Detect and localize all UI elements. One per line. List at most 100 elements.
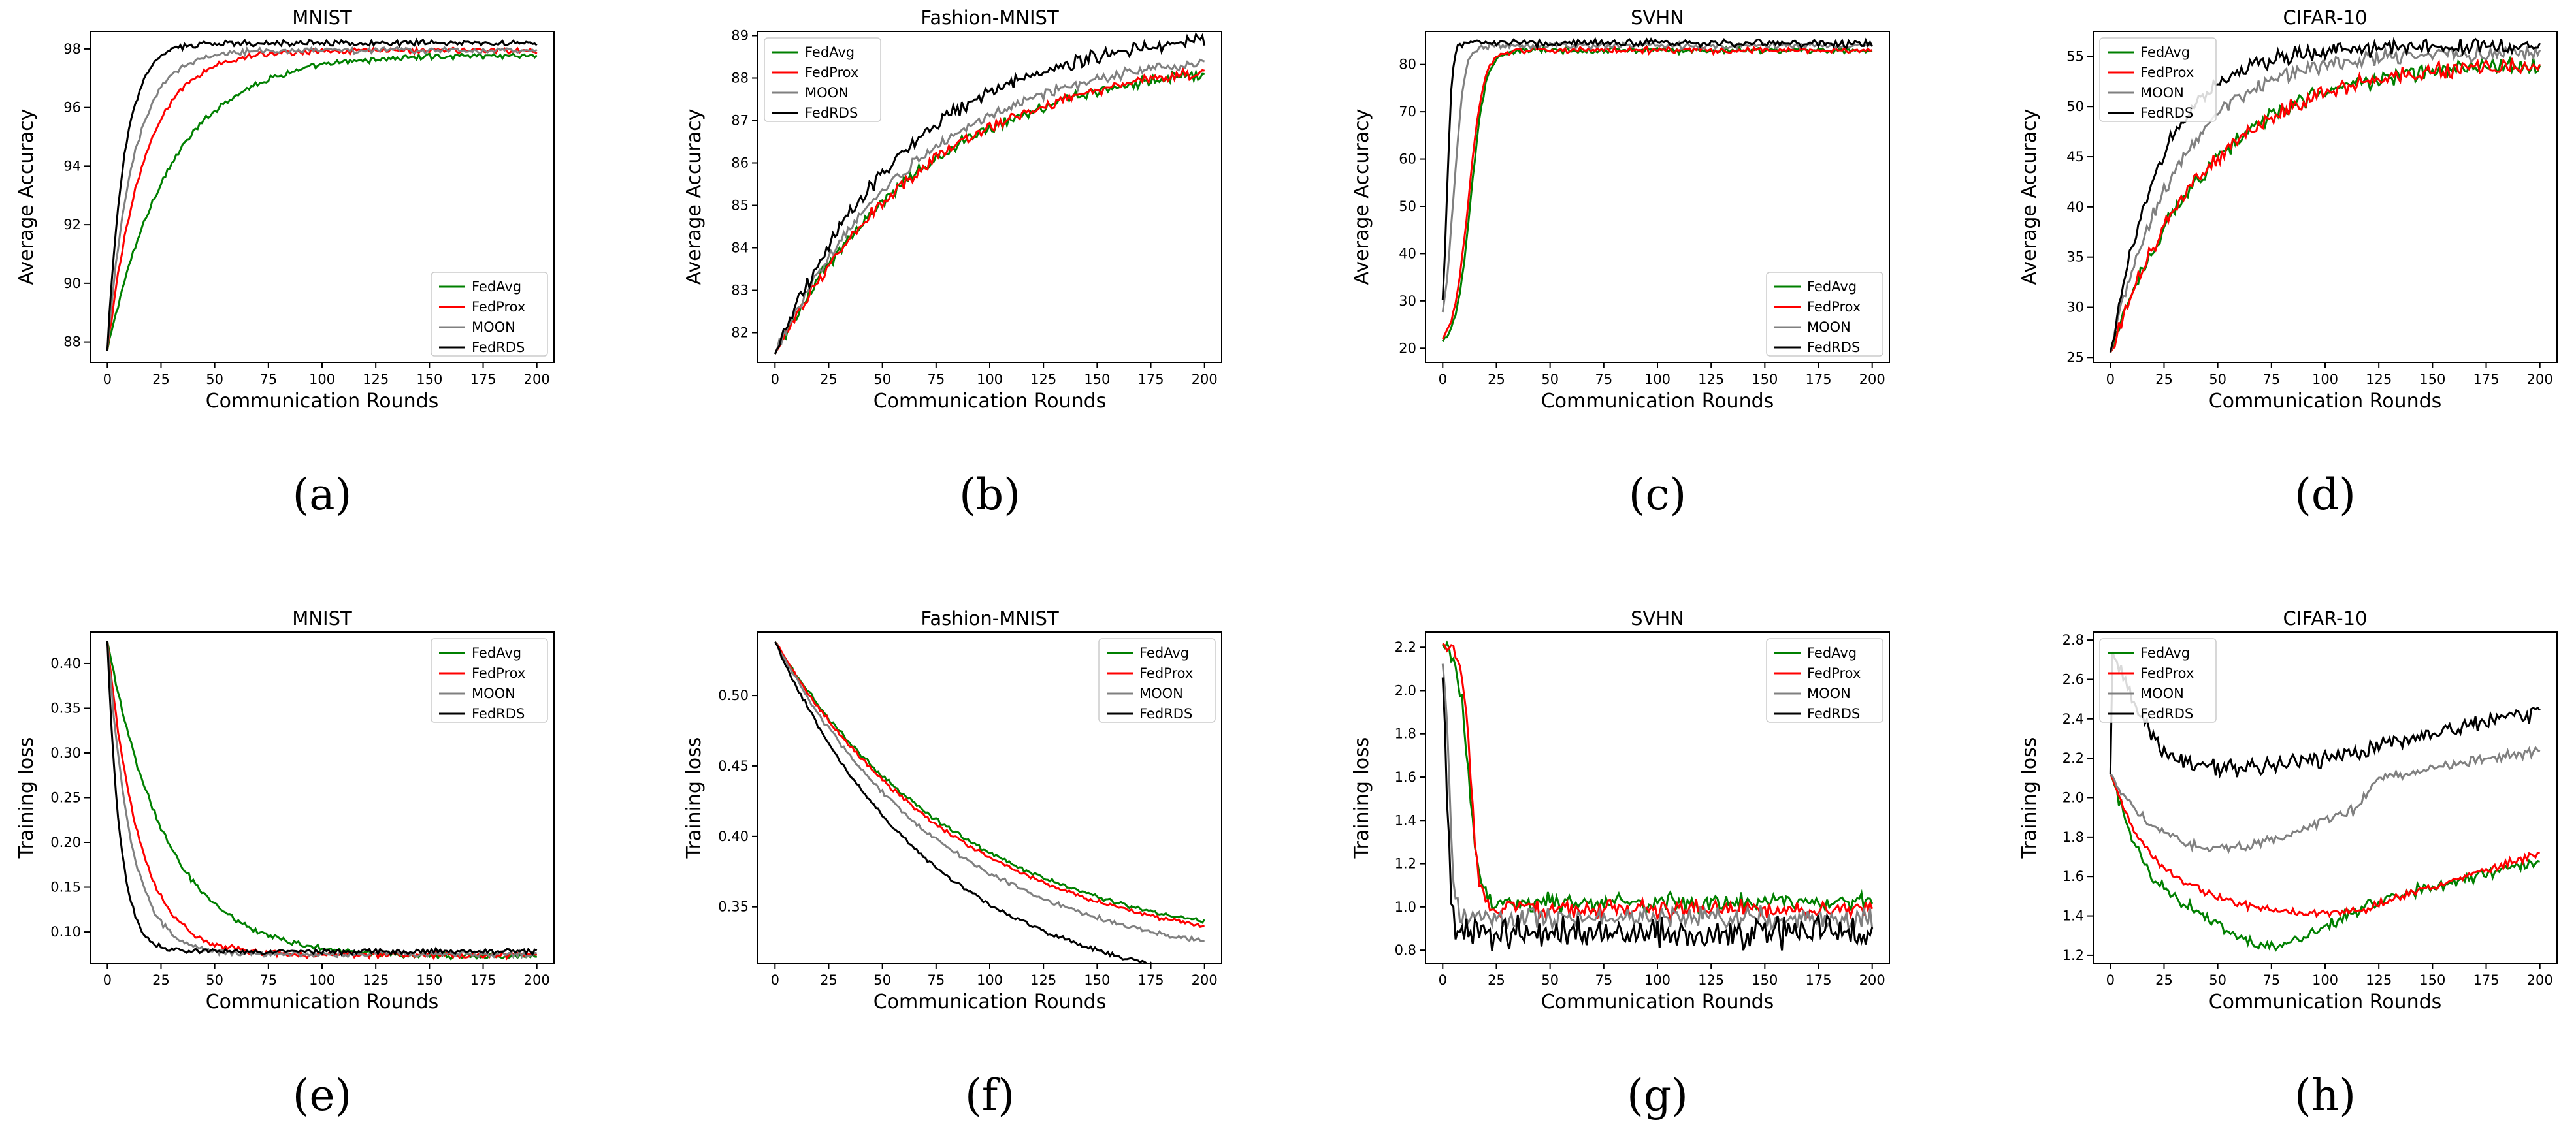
legend-entry-fedprox: FedProx	[472, 299, 525, 315]
series-line-fedprox	[1441, 44, 1873, 340]
x-axis-label: Communication Rounds	[2209, 991, 2442, 1013]
x-tick-label: 125	[363, 972, 389, 988]
x-tick-label: 200	[2527, 372, 2553, 387]
legend-entry-fedrds: FedRDS	[2140, 706, 2193, 722]
subfigure-label: (h)	[2294, 1070, 2356, 1121]
x-tick-label: 75	[2262, 972, 2280, 988]
y-tick-label: 30	[2066, 300, 2084, 315]
series-line-moon	[2109, 42, 2541, 353]
y-tick-label: 2.4	[2062, 711, 2084, 727]
series-line-fedprox	[2110, 57, 2541, 353]
x-tick-label: 200	[1192, 972, 1218, 988]
y-axis-label: Training loss	[15, 737, 38, 859]
panel-a: 0 25 50 75 100 125 150 175 200 88 90 92 94 96 98 MNIST C…	[15, 7, 555, 520]
y-tick-label: 0.50	[718, 688, 749, 703]
legend-entry-fedprox: FedProx	[2140, 665, 2194, 681]
x-tick-label: 25	[152, 972, 170, 988]
chart-title: SVHN	[1631, 607, 1684, 630]
y-tick-label: 84	[731, 240, 749, 256]
y-tick-label: 0.40	[50, 656, 81, 671]
x-tick-label: 175	[1805, 372, 1831, 387]
legend: FedAvg FedProx MOON FedRDS	[431, 272, 548, 357]
x-tick-label: 50	[1541, 972, 1559, 988]
y-tick-label: 0.40	[718, 829, 749, 844]
x-axis-label: Communication Rounds	[873, 390, 1107, 413]
y-tick-label: 96	[63, 100, 81, 116]
legend-entry-fedrds: FedRDS	[1807, 706, 1860, 722]
legend-box	[431, 638, 548, 723]
x-tick-label: 50	[873, 972, 891, 988]
y-tick-label: 45	[2066, 149, 2084, 165]
subfigure-label: (c)	[1629, 470, 1686, 520]
y-tick-label: 1.0	[1395, 899, 1416, 915]
y-tick-label: 50	[1399, 199, 1416, 214]
x-tick-label: 175	[2473, 972, 2499, 988]
legend-entry-moon: MOON	[1139, 686, 1183, 701]
legend-box	[2099, 37, 2217, 122]
y-axis-label: Training loss	[683, 737, 706, 859]
y-tick-label: 50	[2066, 99, 2084, 114]
legend-box	[1098, 638, 1216, 723]
x-tick-label: 50	[873, 372, 891, 387]
legend-box	[1766, 272, 1883, 357]
x-tick-label: 50	[2209, 372, 2226, 387]
series-line-moon	[2110, 746, 2541, 854]
x-tick-label: 100	[977, 972, 1003, 988]
legend-entry-fedavg: FedAvg	[472, 645, 521, 661]
x-tick-label: 150	[1084, 972, 1110, 988]
series-line-moon	[1441, 40, 1873, 313]
x-tick-label: 150	[416, 372, 442, 387]
x-tick-label: 0	[1439, 372, 1447, 387]
x-tick-label: 125	[1698, 972, 1724, 988]
legend-box	[1766, 638, 1883, 723]
y-tick-label: 89	[731, 28, 749, 44]
y-tick-label: 80	[1399, 57, 1416, 72]
y-axis-label: Average Accuracy	[15, 109, 38, 285]
x-axis-label: Communication Rounds	[2209, 390, 2442, 413]
legend-entry-fedrds: FedRDS	[1139, 706, 1192, 722]
series-line-fedprox	[106, 641, 538, 961]
legend-entry-fedprox: FedProx	[1807, 299, 1861, 315]
y-tick-label: 90	[63, 276, 81, 291]
legend-box	[764, 37, 881, 122]
y-tick-label: 83	[731, 283, 749, 298]
legend-entry-fedavg: FedAvg	[1139, 645, 1189, 661]
legend: FedAvg FedProx MOON FedRDS	[764, 37, 881, 122]
series-line-fedrds	[1441, 677, 1874, 951]
series-line-moon	[774, 641, 1205, 942]
x-tick-label: 0	[1439, 972, 1447, 988]
x-tick-label: 125	[363, 372, 389, 387]
x-tick-label: 125	[2366, 372, 2392, 387]
series-line-fedrds	[2109, 37, 2541, 353]
x-tick-label: 175	[470, 972, 496, 988]
y-tick-label: 1.8	[2062, 829, 2084, 845]
y-tick-label: 2.8	[2062, 632, 2084, 648]
x-tick-label: 100	[309, 372, 335, 387]
y-tick-label: 1.2	[2062, 948, 2084, 963]
series-line-fedprox	[1442, 643, 1874, 921]
series-line-moon	[774, 58, 1205, 355]
y-axis-label: Training loss	[1350, 737, 1373, 859]
y-tick-label: 2.0	[2062, 790, 2084, 806]
x-tick-label: 100	[1644, 972, 1671, 988]
x-tick-label: 75	[1595, 372, 1612, 387]
legend-entry-fedprox: FedProx	[472, 665, 525, 681]
legend-entry-fedprox: FedProx	[1807, 665, 1861, 681]
chart-title: Fashion-MNIST	[921, 7, 1059, 29]
y-tick-label: 25	[2066, 349, 2084, 365]
subfigure-label: (d)	[2294, 470, 2356, 520]
x-tick-label: 50	[206, 372, 223, 387]
y-tick-label: 2.6	[2062, 671, 2084, 687]
chart-title: CIFAR-10	[2283, 607, 2368, 630]
y-tick-label: 70	[1399, 104, 1416, 120]
x-tick-label: 50	[206, 972, 223, 988]
series-line-fedrds	[774, 32, 1206, 355]
x-tick-label: 100	[2312, 972, 2338, 988]
x-tick-label: 200	[1859, 972, 1885, 988]
y-tick-label: 1.6	[2062, 869, 2084, 884]
chart-title: MNIST	[292, 607, 352, 630]
series-line-fedrds	[774, 641, 1157, 963]
y-tick-label: 1.4	[2062, 908, 2084, 924]
series-line-fedavg	[106, 641, 537, 961]
